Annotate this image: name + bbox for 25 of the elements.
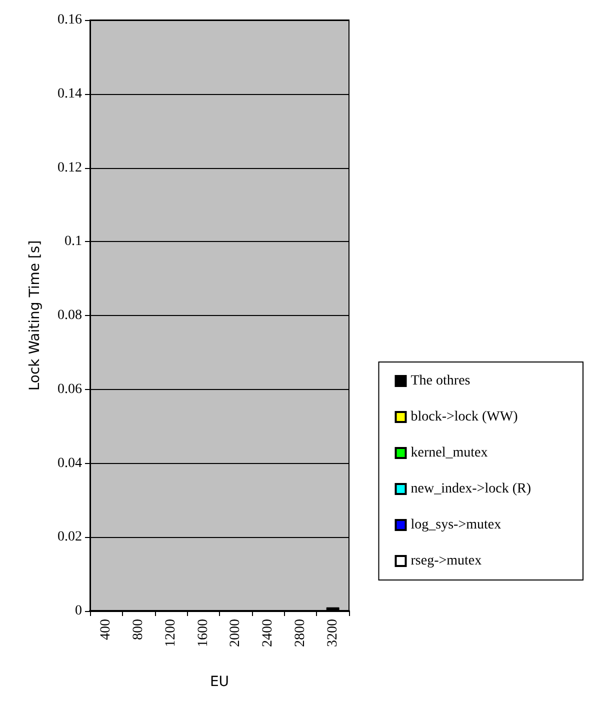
x-tick-label: 2400: [260, 619, 276, 647]
x-tick-label: 400: [98, 619, 114, 640]
legend-label: new_index->lock (R): [410, 482, 532, 496]
legend-label: log_sys->mutex: [410, 518, 502, 532]
y-tick-label: 0.14: [58, 86, 82, 102]
legend-label: block->lock (WW): [410, 410, 518, 424]
x-tick-label: 2000: [228, 619, 244, 647]
legend-label: kernel_mutex: [410, 446, 488, 460]
x-tick-label: 800: [131, 619, 146, 640]
y-tick-label: 0.08: [58, 308, 82, 323]
legend-label: rseg->mutex: [410, 554, 482, 568]
y-tick-label: 0.1: [64, 234, 82, 250]
y-tick-label: 0.02: [58, 530, 82, 545]
legend-label: The othres: [410, 374, 470, 388]
x-tick-label: 1600: [196, 619, 211, 647]
y-tick-label: 0.06: [58, 382, 82, 397]
y-tick-label: 0.04: [58, 456, 82, 471]
y-tick-label: 0: [75, 604, 82, 618]
y-tick-label: 0.16: [58, 12, 82, 28]
x-tick-label: 3200: [325, 619, 340, 647]
y-tick-label: 0.12: [58, 160, 82, 176]
x-axis-title: EU: [210, 674, 230, 690]
x-tick-label: 1200: [163, 619, 178, 647]
x-tick-label: 2800: [292, 619, 308, 647]
y-axis-title: Lock Waiting Time [s]: [27, 240, 43, 391]
